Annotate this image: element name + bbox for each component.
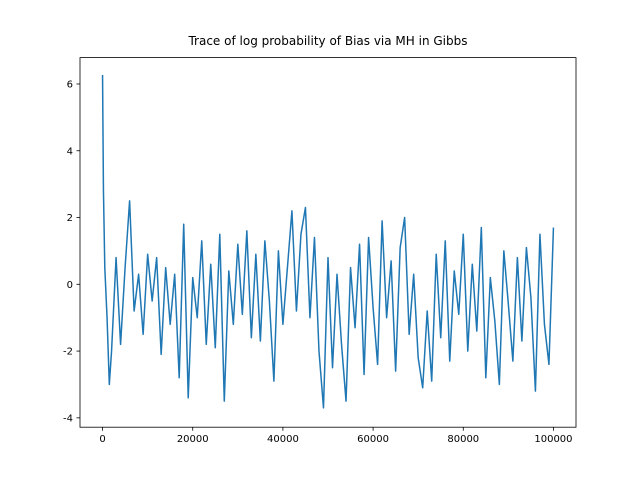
y-tick-label: 2 [67, 213, 73, 224]
chart-title: Trace of log probability of Bias via MH … [187, 34, 467, 48]
y-tick-label: 6 [67, 79, 73, 90]
x-tick-label: 0 [99, 434, 105, 445]
x-tick-label: 40000 [267, 434, 299, 445]
x-tick-label: 100000 [534, 434, 572, 445]
y-tick-label: 0 [67, 280, 73, 291]
plot-frame [79, 57, 577, 428]
x-tick-label: 80000 [447, 434, 479, 445]
x-tick-label: 20000 [177, 434, 209, 445]
y-tick-label: -4 [63, 413, 73, 424]
y-tick-label: -2 [63, 347, 73, 358]
data-line [101, 74, 555, 409]
y-tick-label: 4 [67, 146, 73, 157]
x-tick-label: 60000 [357, 434, 389, 445]
